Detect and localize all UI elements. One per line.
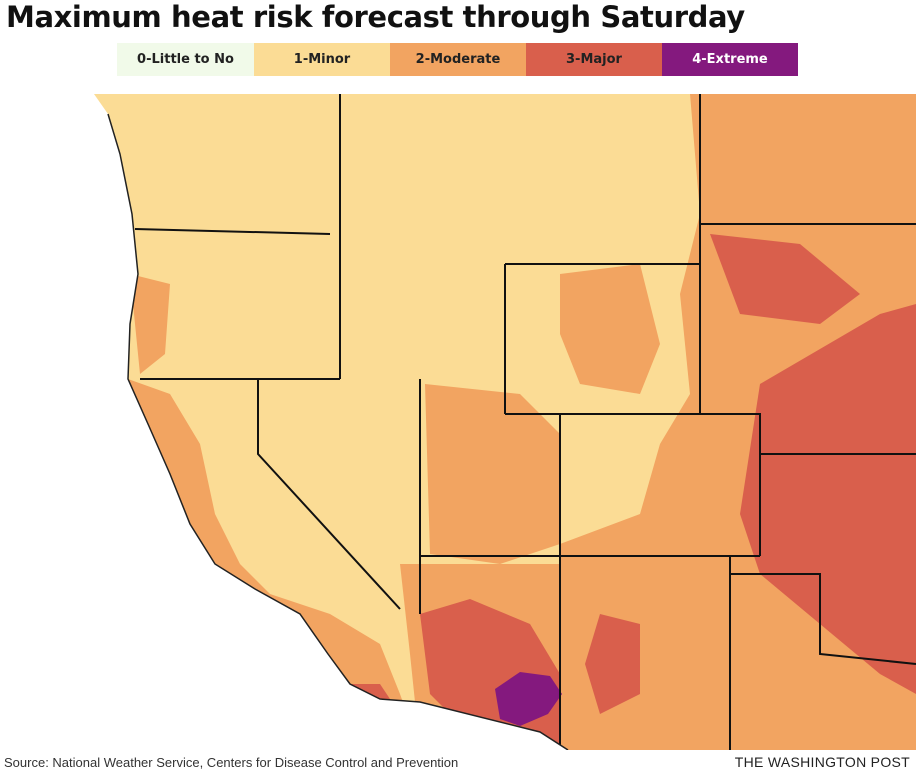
- zone-major-dakotas: [710, 234, 860, 324]
- state-borders: [134, 94, 916, 750]
- publisher-credit: THE WASHINGTON POST: [734, 754, 910, 770]
- legend-item-little-to-no: 0-Little to No: [117, 43, 254, 76]
- zone-moderate-wyoming: [560, 264, 660, 394]
- coastline: [107, 113, 569, 750]
- border-ok-tx: [730, 573, 916, 665]
- zone-moderate-oregon-coast: [130, 274, 170, 374]
- legend-label: 3-Major: [566, 52, 622, 67]
- legend-item-extreme: 4-Extreme: [662, 43, 798, 76]
- legend-item-minor: 1-Minor: [254, 43, 390, 76]
- border-co-east: [699, 94, 761, 556]
- legend-label: 2-Moderate: [415, 52, 501, 67]
- zone-major-plains: [740, 304, 916, 694]
- heat-risk-map: [0, 94, 916, 750]
- border-wa-or: [134, 228, 331, 235]
- legend-label: 1-Minor: [293, 52, 351, 67]
- map-title: Maximum heat risk forecast through Satur…: [6, 0, 745, 34]
- source-note: Source: National Weather Service, Center…: [4, 755, 459, 770]
- heat-risk-legend: 0-Little to No 1-Minor 2-Moderate 3-Majo…: [117, 43, 798, 76]
- zone-moderate-california: [128, 379, 420, 750]
- zone-moderate-utah: [425, 384, 560, 564]
- legend-item-major: 3-Major: [526, 43, 662, 76]
- legend-label: 0-Little to No: [137, 52, 234, 67]
- border-nevada-ca: [257, 379, 401, 610]
- zone-major-new-mexico: [585, 614, 640, 714]
- zone-extreme-southern-arizona: [495, 672, 562, 726]
- legend-label: 4-Extreme: [692, 52, 768, 67]
- land-area: [94, 94, 916, 750]
- legend-item-moderate: 2-Moderate: [390, 43, 526, 76]
